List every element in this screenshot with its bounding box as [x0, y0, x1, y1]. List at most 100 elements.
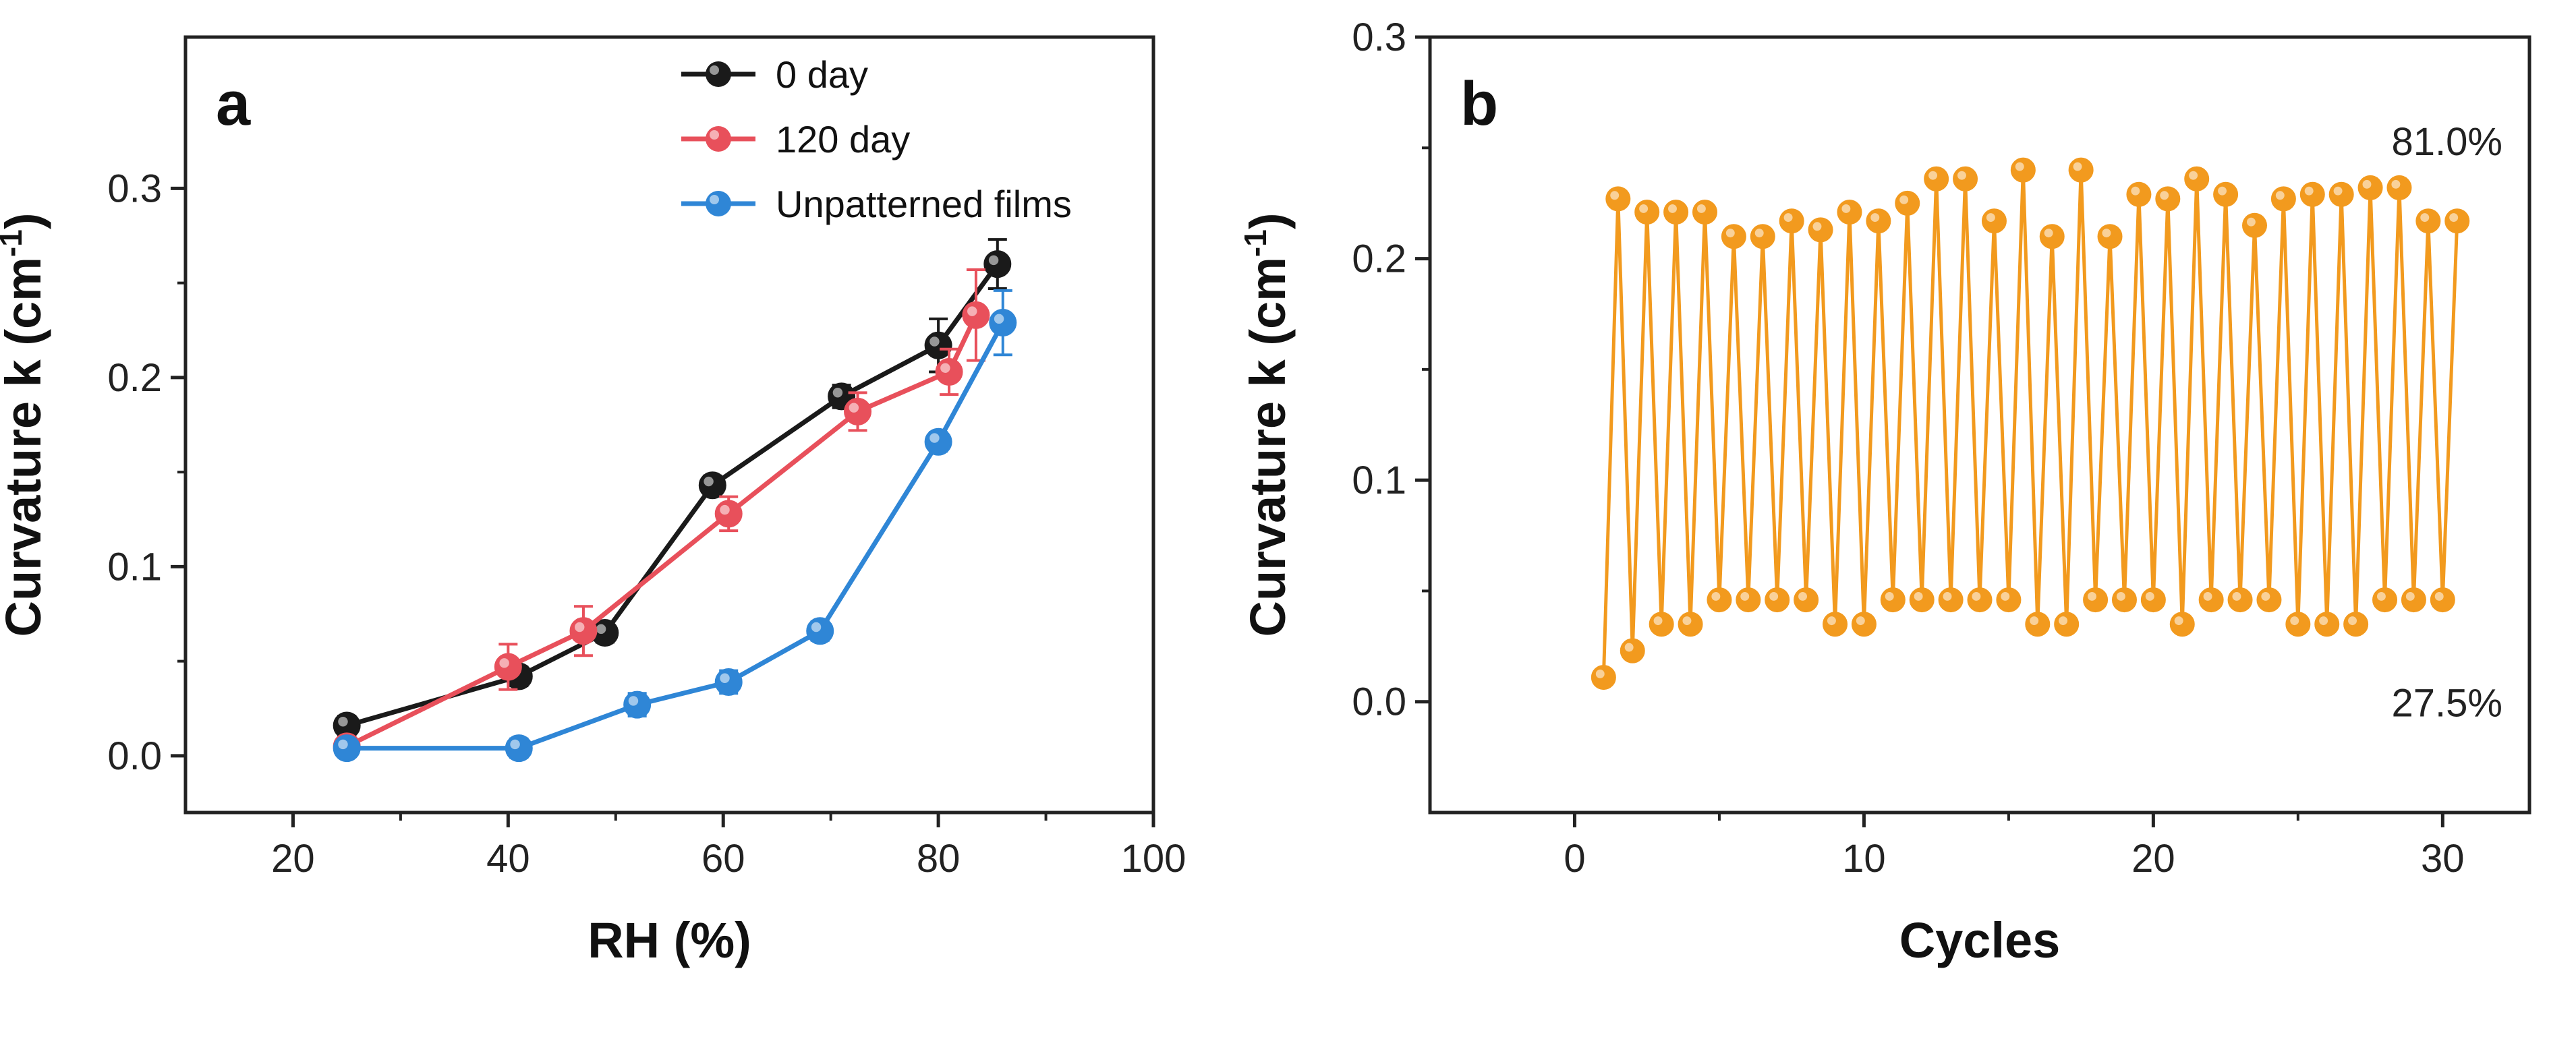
- panel-b-label: b: [1460, 69, 1498, 138]
- data-point: [2083, 587, 2109, 613]
- data-point-highlight: [2218, 186, 2227, 196]
- data-point-highlight: [849, 403, 859, 413]
- data-point: [2343, 612, 2369, 637]
- data-point-highlight: [1899, 195, 1909, 204]
- y-tick-label: 0.1: [1352, 459, 1406, 502]
- legend-item: 120 day: [681, 118, 910, 160]
- data-point: [2357, 175, 2383, 200]
- data-point: [2140, 587, 2166, 613]
- x-tick-label: 20: [2131, 837, 2175, 881]
- x-tick-label: 40: [486, 837, 530, 881]
- data-point-highlight: [510, 739, 520, 750]
- panel-b-ticks: 0 10 20 30 0.0 0.1 0.2 0.3: [1352, 16, 2464, 881]
- data-point-highlight: [2420, 213, 2430, 223]
- panel-b-y-axis-title-main: Curvature k (cm: [1240, 257, 1296, 637]
- legend-item: 0 day: [681, 53, 868, 96]
- data-point-highlight: [811, 622, 822, 632]
- data-point: [2097, 224, 2123, 249]
- panel-a-label: a: [216, 69, 251, 138]
- data-point-highlight: [1639, 204, 1649, 213]
- data-point-highlight: [2290, 616, 2299, 626]
- data-point: [2126, 181, 2152, 207]
- data-point-highlight: [1957, 171, 1966, 180]
- data-point: [2242, 212, 2267, 238]
- data-point-highlight: [2088, 592, 2096, 601]
- data-point-highlight: [2449, 213, 2459, 223]
- data-point: [2415, 208, 2441, 234]
- panel-b-frame: [1428, 35, 2531, 815]
- legend-marker: [706, 126, 731, 152]
- data-point-highlight: [2160, 191, 2169, 200]
- data-point: [2401, 587, 2426, 613]
- data-point-highlight: [2246, 217, 2256, 227]
- data-point: [714, 500, 743, 528]
- data-point-highlight: [2391, 179, 2401, 189]
- data-point: [2285, 612, 2311, 637]
- panel-a-plot: [333, 238, 1017, 763]
- data-point: [2025, 612, 2051, 637]
- data-point: [2270, 186, 2296, 212]
- data-point-highlight: [1928, 171, 1938, 180]
- data-point: [2198, 587, 2224, 613]
- legend-label: 0 day: [776, 53, 868, 96]
- data-point: [962, 301, 990, 329]
- series-line: [346, 262, 1000, 728]
- data-point-highlight: [1972, 592, 1981, 601]
- legend-marker-highlight: [710, 130, 719, 140]
- data-point-highlight: [2304, 186, 2314, 196]
- data-point: [1953, 166, 1978, 191]
- panel-b-x-axis-title: Cycles: [1899, 912, 2061, 968]
- data-point: [1707, 587, 1732, 613]
- data-point: [1794, 587, 1819, 613]
- data-point-highlight: [596, 624, 606, 635]
- data-point: [1837, 200, 1862, 225]
- panel-a-y-axis-title-main: Curvature k (cm: [0, 257, 51, 637]
- panel-b-plot: [1591, 157, 2470, 690]
- panel-b-y-axis-title: Curvature k (cm-1): [1238, 213, 1296, 637]
- data-point-highlight: [720, 673, 730, 683]
- panel-b-annotation-max: 81.0%: [2392, 120, 2502, 164]
- data-point-highlight: [704, 476, 714, 487]
- data-point: [1591, 665, 1616, 690]
- data-point: [2299, 181, 2325, 207]
- data-point: [1909, 587, 1935, 613]
- data-point-highlight: [338, 739, 348, 750]
- y-tick-label: 0.2: [1352, 237, 1406, 281]
- data-point-highlight: [1610, 191, 1620, 200]
- data-point-highlight: [1725, 229, 1735, 238]
- data-point: [1678, 612, 1703, 637]
- data-point: [2372, 587, 2398, 613]
- data-point-highlight: [929, 433, 940, 443]
- data-point: [2039, 224, 2065, 249]
- data-point-highlight: [1870, 213, 1880, 223]
- data-point: [844, 397, 872, 425]
- data-point: [1808, 217, 1833, 243]
- data-point: [1692, 200, 1717, 225]
- data-point: [2328, 181, 2354, 207]
- data-point: [1967, 587, 1993, 613]
- data-point: [569, 617, 598, 645]
- data-point-highlight: [2189, 171, 2198, 180]
- data-point: [2111, 587, 2137, 613]
- data-point-highlight: [2044, 229, 2053, 238]
- data-point: [935, 357, 963, 386]
- data-point-highlight: [499, 658, 509, 668]
- data-point: [1620, 638, 1645, 663]
- x-tick-label: 20: [271, 837, 315, 881]
- data-point-highlight: [1754, 229, 1764, 238]
- data-point: [1851, 612, 1877, 637]
- data-point-highlight: [2174, 616, 2183, 626]
- data-point: [1880, 587, 1906, 613]
- data-point-highlight: [1914, 592, 1923, 601]
- data-point-highlight: [2145, 592, 2154, 601]
- y-tick-label: 0.1: [107, 545, 162, 589]
- panel-a-y-axis-title: Curvature k (cm-1): [0, 213, 51, 637]
- data-point: [505, 734, 533, 763]
- panel-a-frame: [183, 35, 1155, 815]
- panel-b-annotation-min: 27.5%: [2392, 682, 2502, 726]
- data-point-highlight: [1783, 213, 1793, 223]
- panel-b-y-axis-title-superscript: -1: [1238, 229, 1273, 257]
- data-point-highlight: [2015, 162, 2024, 171]
- data-point: [1649, 612, 1674, 637]
